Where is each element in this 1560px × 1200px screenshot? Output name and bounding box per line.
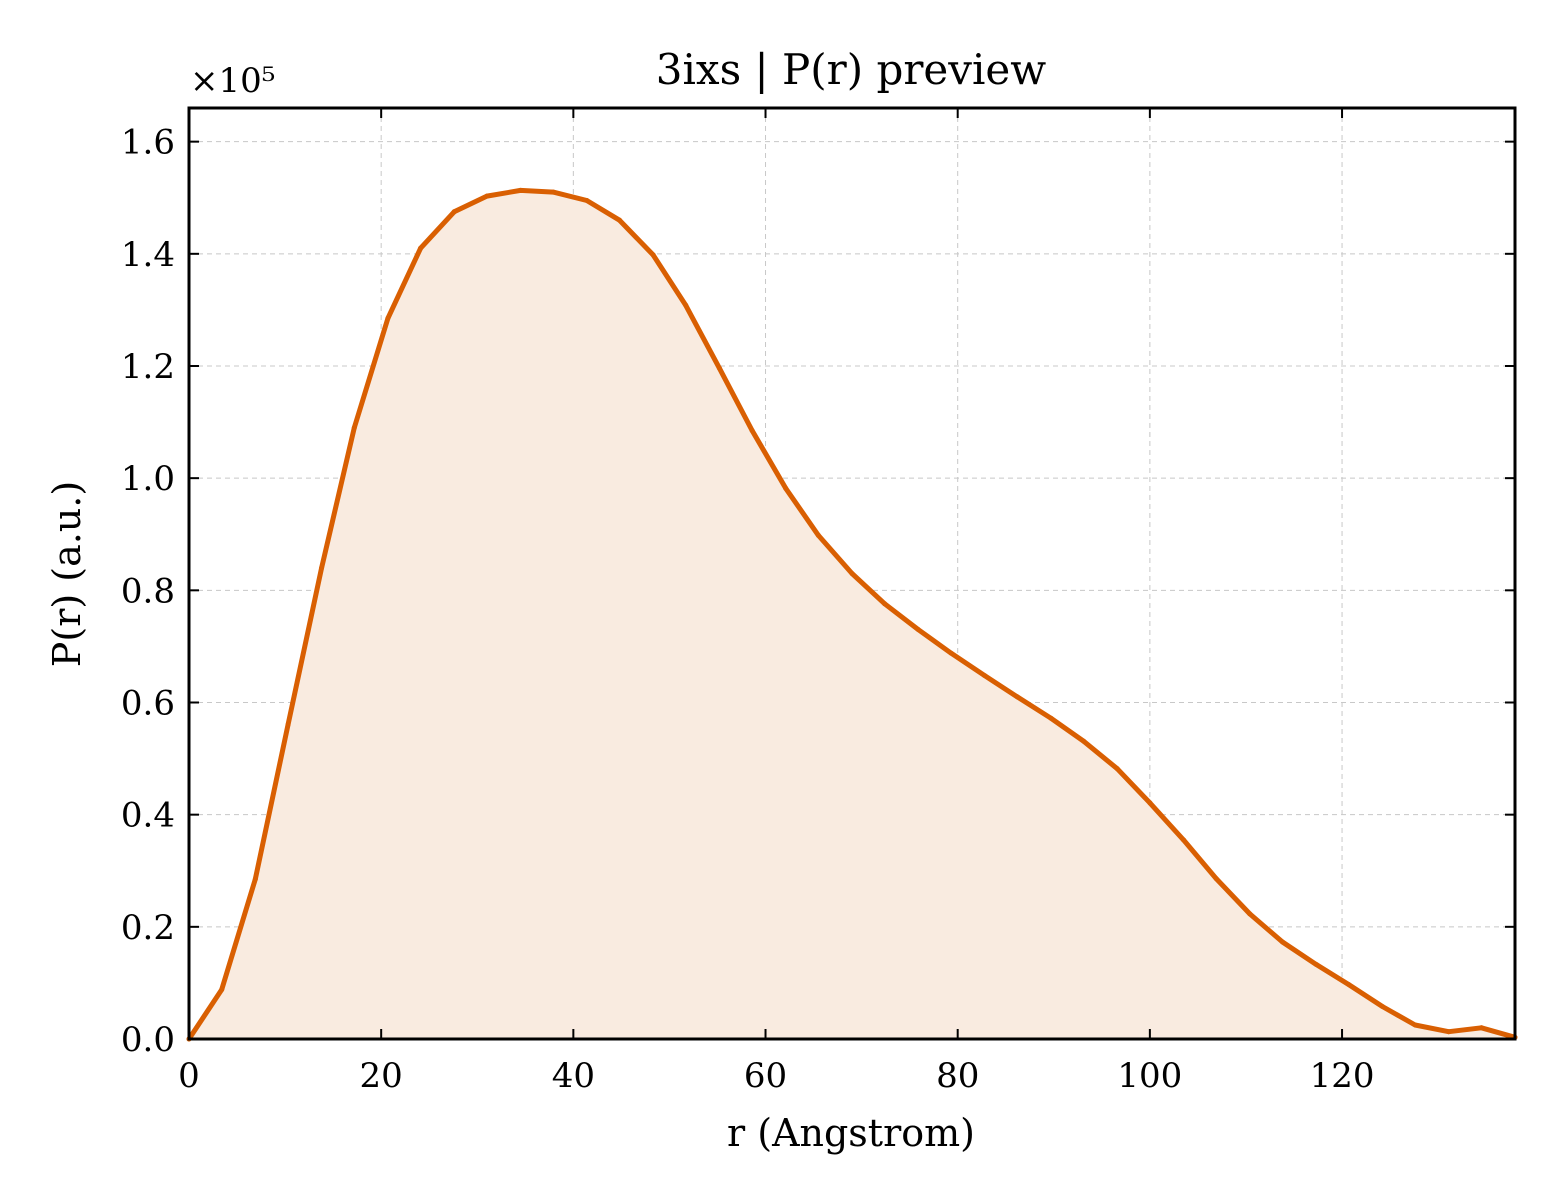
x-tick-label: 0 [178,1056,200,1096]
data-point [683,302,689,308]
y-tick-label: 1.2 [121,347,175,387]
data-point [1346,982,1352,988]
data-point [451,209,457,215]
data-point [749,428,755,433]
data-point [948,650,954,656]
data-point [617,217,622,223]
y-tick-label: 0.0 [121,1020,175,1060]
data-point [1412,1022,1418,1028]
data-point [783,485,789,491]
plot-frame [187,106,1517,1041]
y-axis-label: P(r) (a.u.) [45,481,89,667]
y-tick-label: 0.4 [121,796,175,836]
y-tick-label: 1.0 [121,459,175,499]
data-point [716,365,722,371]
data-point [418,245,424,251]
data-point [518,187,523,193]
data-point [550,189,556,195]
x-tick-label: 40 [552,1056,595,1096]
data-point [319,565,325,571]
data-point [385,315,391,321]
data-point [285,722,291,728]
data-point [1379,1004,1385,1009]
x-tick-label: 60 [744,1056,787,1096]
data-point [1280,939,1285,945]
data-point [1478,1025,1484,1031]
y-tick-label: 0.6 [121,683,175,723]
ticks: 0 20 40 60 80 100 120 0.0 0.2 0.4 0.6 0.8 1.0 1.2 1.4 1… [121,108,1515,1096]
y-tick-label: 1.4 [121,235,175,275]
y-tick-label: 0.8 [121,571,175,611]
x-axis-label: r (Angstrom) [727,1111,975,1155]
data-point [1048,715,1054,721]
series-line-layer [186,187,1518,1042]
x-tick-label: 20 [360,1056,403,1096]
data-point [882,601,888,607]
x-tick-label: 100 [1117,1056,1182,1096]
data-point [1014,694,1020,700]
data-point [815,532,821,538]
x-tick-label: 80 [936,1056,979,1096]
x-tick-label: 120 [1310,1056,1375,1096]
chart-title: 3ixs | P(r) preview [656,45,1047,94]
data-point [849,571,855,576]
data-point [915,627,921,633]
data-point [219,987,225,993]
data-point [484,193,490,199]
series-area-fill [189,190,1515,1039]
data-point [1147,800,1153,806]
data-point [351,425,357,431]
y-tick-label: 1.6 [121,123,175,163]
data-point [1313,961,1319,967]
data-point [1213,876,1219,882]
data-point [252,876,258,882]
data-point [1114,766,1120,772]
y-tick-label: 0.2 [121,908,175,948]
y-axis-multiplier: ×10⁵ [190,61,275,101]
data-point [1181,837,1186,843]
data-point [1081,738,1087,744]
area-fill-layer [189,190,1515,1039]
data-point [584,198,590,203]
data-point [1247,911,1253,917]
data-point [1446,1029,1452,1035]
data-point [650,252,656,258]
data-point [982,673,988,679]
